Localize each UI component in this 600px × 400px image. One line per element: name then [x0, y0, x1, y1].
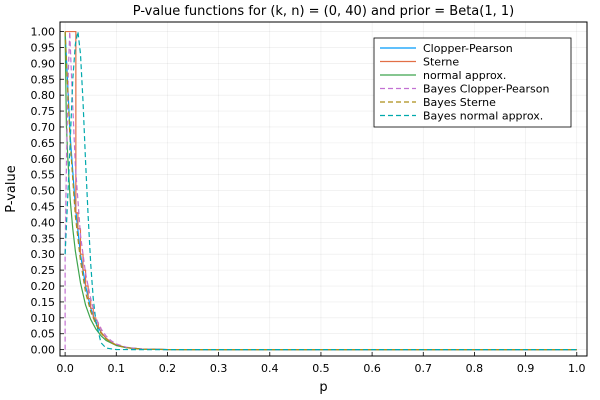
y-tick-label: 0.75 — [31, 105, 56, 118]
legend-label: Bayes Sterne — [423, 96, 496, 109]
y-tick-label: 0.50 — [31, 185, 56, 198]
y-tick-label: 0.95 — [31, 41, 56, 54]
y-tick-label: 0.85 — [31, 73, 56, 86]
legend-label: Bayes Clopper-Pearson — [423, 83, 550, 96]
chart-title: P-value functions for (k, n) = (0, 40) a… — [133, 4, 514, 19]
y-tick-label: 0.35 — [31, 232, 56, 245]
y-tick-label: 0.45 — [31, 200, 56, 213]
y-tick-label: 0.05 — [31, 328, 56, 341]
y-tick-label: 0.65 — [31, 137, 56, 150]
y-tick-label: 0.15 — [31, 296, 56, 309]
y-tick-label: 0.90 — [31, 57, 56, 70]
x-tick-label: 0.1 — [108, 362, 126, 375]
x-tick-label: 0.4 — [261, 362, 279, 375]
x-tick-label: 0.0 — [56, 362, 74, 375]
y-tick-label: 0.80 — [31, 89, 56, 102]
x-tick-label: 0.2 — [159, 362, 177, 375]
y-tick-label: 0.20 — [31, 280, 56, 293]
legend-label: Bayes normal approx. — [423, 110, 543, 123]
y-tick-label: 0.60 — [31, 153, 56, 166]
x-tick-label: 1.0 — [568, 362, 586, 375]
y-tick-label: 0.25 — [31, 264, 56, 277]
series-line-4 — [64, 30, 577, 351]
x-tick-label: 0.3 — [210, 362, 228, 375]
x-tick-label: 0.8 — [466, 362, 484, 375]
legend-label: Clopper-Pearson — [423, 42, 513, 55]
x-tick-label: 0.6 — [363, 362, 381, 375]
y-tick-label: 0.30 — [31, 248, 56, 261]
legend-label: normal approx. — [423, 69, 506, 82]
legend-box — [373, 37, 572, 128]
y-tick-label: 0.70 — [31, 121, 56, 134]
legend-label: Sterne — [423, 56, 459, 69]
y-tick-label: 0.00 — [31, 344, 56, 357]
series-line-6 — [64, 30, 577, 351]
x-tick-label: 0.5 — [312, 362, 330, 375]
plot-frame — [59, 21, 588, 357]
x-axis-title: p — [319, 380, 327, 395]
x-axis: 0.0 0.1 0.2 0.3 0.4 0.5 0.6 0.7 0.8 0.9 1.0 — [56, 352, 586, 375]
x-tick-label: 0.7 — [415, 362, 433, 375]
series-line-5 — [64, 31, 577, 351]
y-axis: 0.00 0.05 0.10 0.15 0.20 0.25 0.30 0.35 0.40 0.45… — [31, 26, 64, 357]
y-tick-label: 0.55 — [31, 169, 56, 182]
y-tick-label: 0.10 — [31, 312, 56, 325]
y-tick-label: 0.40 — [31, 216, 56, 229]
y-axis-title: P-value — [4, 165, 19, 212]
series-lines — [64, 30, 577, 351]
x-tick-label: 0.9 — [517, 362, 535, 375]
y-tick-label: 1.00 — [31, 26, 56, 39]
